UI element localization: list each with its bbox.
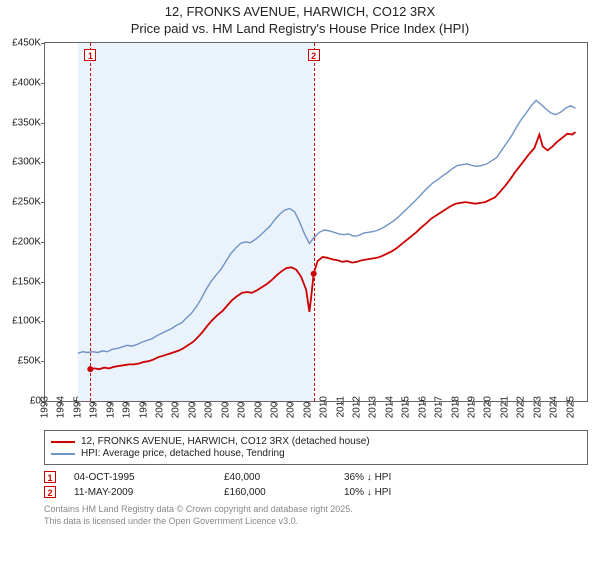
legend-item: HPI: Average price, detached house, Tend… <box>51 448 581 459</box>
sale-price: £160,000 <box>224 487 344 498</box>
title-line2: Price paid vs. HM Land Registry's House … <box>0 21 600 36</box>
legend-item: 12, FRONKS AVENUE, HARWICH, CO12 3RX (de… <box>51 436 581 447</box>
sale-marker-box: 2 <box>308 49 320 61</box>
attribution-line: Contains HM Land Registry data © Crown c… <box>44 504 588 516</box>
legend-label: HPI: Average price, detached house, Tend… <box>81 448 285 459</box>
title-line1: 12, FRONKS AVENUE, HARWICH, CO12 3RX <box>0 4 600 19</box>
sale-marker-box: 1 <box>84 49 96 61</box>
sale-diff: 36% ↓ HPI <box>344 472 391 483</box>
sale-marker-icon: 1 <box>44 471 56 483</box>
y-tick-label: £150K <box>1 276 41 287</box>
legend: 12, FRONKS AVENUE, HARWICH, CO12 3RX (de… <box>44 430 588 465</box>
sale-row: 1 04-OCT-1995 £40,000 36% ↓ HPI <box>44 471 588 483</box>
chart-title: 12, FRONKS AVENUE, HARWICH, CO12 3RX Pri… <box>0 4 600 36</box>
sale-date: 04-OCT-1995 <box>74 472 224 483</box>
sale-vline <box>314 43 315 401</box>
chart-svg <box>45 43 587 401</box>
y-tick-label: £0 <box>1 396 41 407</box>
y-tick-label: £400K <box>1 77 41 88</box>
sales-table: 1 04-OCT-1995 £40,000 36% ↓ HPI 2 11-MAY… <box>44 471 588 498</box>
legend-label: 12, FRONKS AVENUE, HARWICH, CO12 3RX (de… <box>81 436 370 447</box>
y-tick-label: £200K <box>1 236 41 247</box>
attribution: Contains HM Land Registry data © Crown c… <box>44 504 588 527</box>
y-tick-label: £350K <box>1 117 41 128</box>
sale-vline <box>90 43 91 401</box>
y-tick-label: £300K <box>1 157 41 168</box>
legend-swatch <box>51 453 75 455</box>
y-tick-label: £50K <box>1 356 41 367</box>
y-tick-label: £250K <box>1 197 41 208</box>
plot-wrap: £0£50K£100K£150K£200K£250K£300K£350K£400… <box>44 42 588 402</box>
sale-row: 2 11-MAY-2009 £160,000 10% ↓ HPI <box>44 486 588 498</box>
sale-date: 11-MAY-2009 <box>74 487 224 498</box>
legend-swatch <box>51 441 75 443</box>
y-tick-label: £100K <box>1 316 41 327</box>
attribution-line: This data is licensed under the Open Gov… <box>44 516 588 528</box>
y-tick-label: £450K <box>1 38 41 49</box>
sale-price: £40,000 <box>224 472 344 483</box>
plot-area: £0£50K£100K£150K£200K£250K£300K£350K£400… <box>44 42 588 402</box>
sale-diff: 10% ↓ HPI <box>344 487 391 498</box>
sale-marker-icon: 2 <box>44 486 56 498</box>
